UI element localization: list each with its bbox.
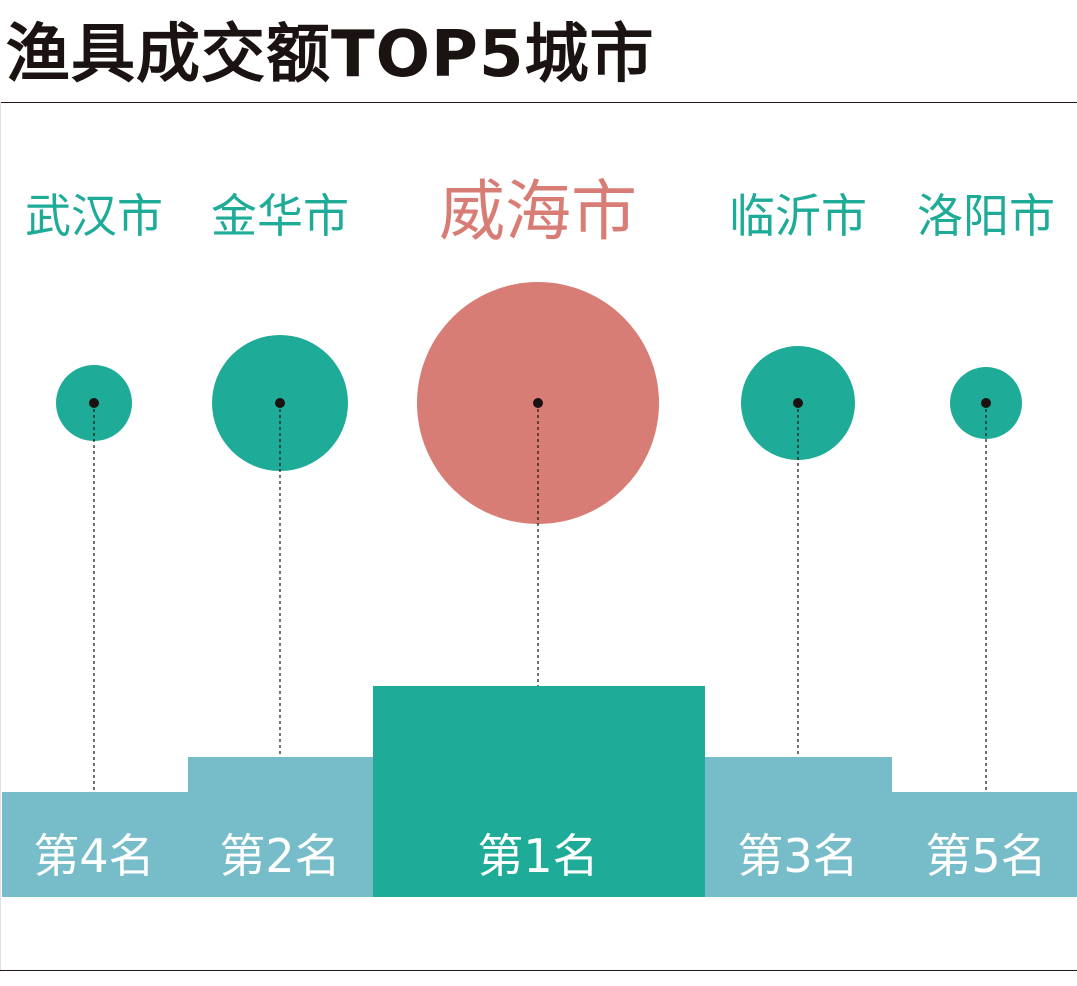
center-dot bbox=[89, 398, 99, 408]
city-label: 金华市 bbox=[211, 189, 349, 243]
rank-label: 第5名 bbox=[925, 829, 1046, 883]
page-title: 渔具成交额TOP5城市 bbox=[6, 18, 655, 92]
city-label: 临沂市 bbox=[729, 189, 867, 243]
bottom-divider bbox=[0, 970, 1077, 971]
rank-label: 第2名 bbox=[219, 829, 340, 883]
rank-label: 第3名 bbox=[737, 829, 858, 883]
rank-label: 第1名 bbox=[477, 829, 598, 883]
podium-block bbox=[188, 757, 373, 897]
center-dot bbox=[793, 398, 803, 408]
city-label: 武汉市 bbox=[25, 189, 163, 243]
podium-block bbox=[2, 792, 188, 897]
center-dot bbox=[533, 398, 543, 408]
rank-label: 第4名 bbox=[33, 829, 154, 883]
center-dot bbox=[275, 398, 285, 408]
left-border bbox=[0, 102, 1, 970]
top-divider bbox=[0, 102, 1077, 103]
podium-block bbox=[705, 757, 892, 897]
podium-block bbox=[892, 792, 1077, 897]
city-label: 洛阳市 bbox=[917, 189, 1055, 243]
podium-block bbox=[373, 686, 705, 897]
center-dot bbox=[981, 398, 991, 408]
city-label: 威海市 bbox=[439, 173, 637, 250]
